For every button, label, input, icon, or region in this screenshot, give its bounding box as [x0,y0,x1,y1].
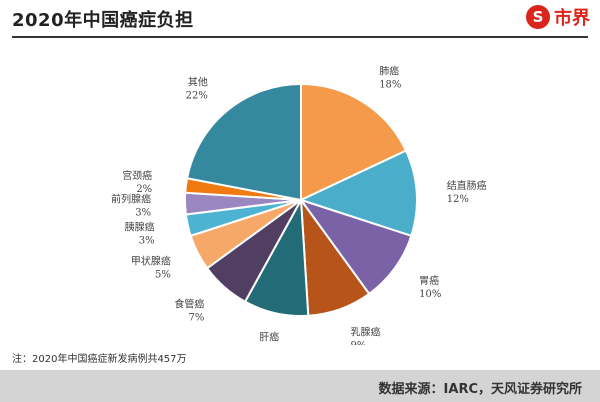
slice-value-label: 22% [186,91,208,102]
pie-slice [298,149,418,238]
title-divider [12,36,588,38]
slice-value-label: 2% [136,184,152,195]
slice-value-label: 3% [135,208,151,219]
slice-label: 前列腺癌 [111,193,151,206]
slice-label: 其他 [188,76,208,89]
slice-value-label: 3% [139,236,155,247]
slice-value-label: 12% [447,194,469,205]
slice-label: 乳腺癌 [351,325,381,338]
slice-label: 胃癌 [419,274,439,287]
slice-label: 肺癌 [379,65,399,78]
slice-value-label: 10% [419,289,441,300]
slice-label: 宫颈癌 [122,169,152,182]
slice-label: 甲状腺癌 [131,254,171,267]
logo-text: 市界 [554,8,590,29]
footnote: 注：2020年中国癌症新发病例共457万 [12,354,187,365]
page-title: 2020年中国癌症负担 [12,10,194,31]
slice-value-label: 7% [189,313,205,324]
slice-label: 胰腺癌 [125,221,155,234]
source-bar: 数据来源：IARC，天风证券研究所 [0,370,600,402]
brand-logo: S 市界 [526,4,590,30]
pie-chart: 肺癌18%结直肠癌12%胃癌10%乳腺癌9%肝癌9%食管癌7%甲状腺癌5%胰腺癌… [111,65,487,345]
slice-value-label: 9% [351,340,367,345]
slice-value-label: 18% [379,80,401,91]
logo-icon: S [526,5,550,29]
slice-label: 肝癌 [259,331,279,344]
pie-slice [298,198,413,296]
pie-slice [185,82,302,202]
slice-value-label: 5% [155,269,171,280]
slice-label: 食管癌 [174,298,204,311]
pie-slice [300,82,408,202]
slice-label: 结直肠癌 [447,179,487,192]
source-text: 数据来源：IARC，天风证券研究所 [378,382,582,397]
